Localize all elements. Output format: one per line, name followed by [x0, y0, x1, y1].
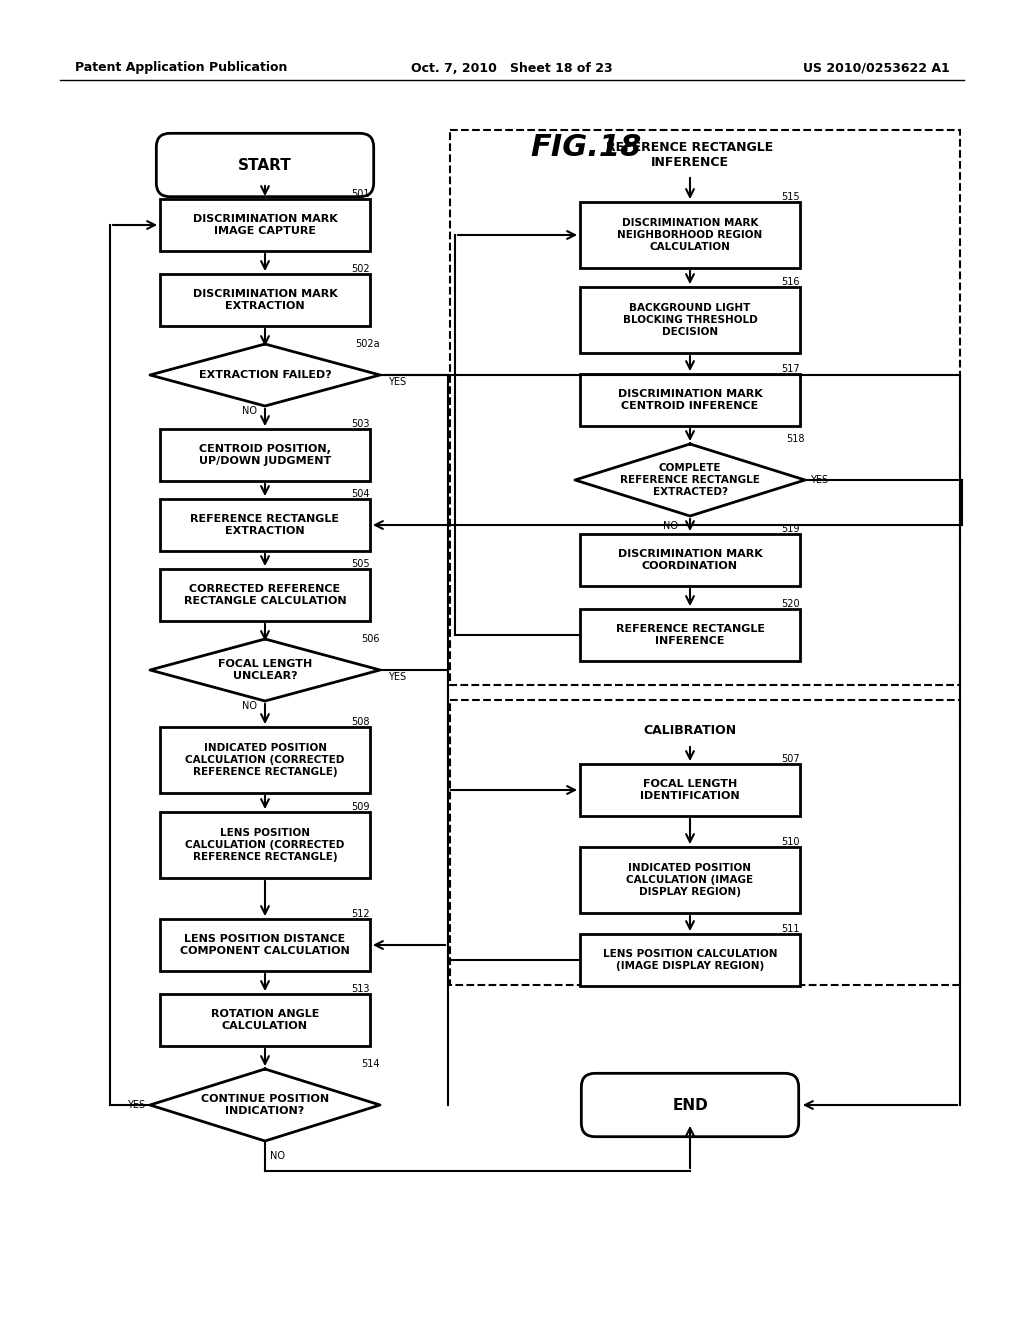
Bar [580, 202, 800, 268]
Text: Patent Application Publication: Patent Application Publication [75, 62, 288, 74]
Text: LENS POSITION CALCULATION
(IMAGE DISPLAY REGION): LENS POSITION CALCULATION (IMAGE DISPLAY… [603, 949, 777, 970]
Text: BACKGROUND LIGHT
BLOCKING THRESHOLD
DECISION: BACKGROUND LIGHT BLOCKING THRESHOLD DECI… [623, 304, 758, 337]
Text: ROTATION ANGLE
CALCULATION: ROTATION ANGLE CALCULATION [211, 1010, 319, 1031]
Text: 519: 519 [781, 524, 800, 535]
Text: NO: NO [270, 1151, 285, 1162]
Text: 505: 505 [351, 558, 370, 569]
Text: CALIBRATION: CALIBRATION [643, 723, 736, 737]
Text: DISCRIMINATION MARK
COORDINATION: DISCRIMINATION MARK COORDINATION [617, 549, 763, 570]
Text: START: START [239, 157, 292, 173]
Text: 504: 504 [351, 488, 370, 499]
Polygon shape [150, 639, 380, 701]
Bar [160, 569, 370, 620]
Bar [580, 286, 800, 352]
Text: 513: 513 [351, 983, 370, 994]
Text: DISCRIMINATION MARK
EXTRACTION: DISCRIMINATION MARK EXTRACTION [193, 289, 337, 310]
Text: 507: 507 [781, 754, 800, 764]
Text: 514: 514 [361, 1059, 380, 1069]
Text: 515: 515 [781, 191, 800, 202]
Text: YES: YES [127, 1100, 145, 1110]
Text: INDICATED POSITION
CALCULATION (IMAGE
DISPLAY REGION): INDICATED POSITION CALCULATION (IMAGE DI… [627, 863, 754, 896]
Text: LENS POSITION DISTANCE
COMPONENT CALCULATION: LENS POSITION DISTANCE COMPONENT CALCULA… [180, 935, 350, 956]
Text: 512: 512 [351, 909, 370, 919]
Text: 502a: 502a [355, 339, 380, 348]
Text: NO: NO [663, 521, 678, 531]
Bar [580, 609, 800, 661]
Bar [160, 994, 370, 1045]
Text: CORRECTED REFERENCE
RECTANGLE CALCULATION: CORRECTED REFERENCE RECTANGLE CALCULATIO… [183, 585, 346, 606]
Text: 506: 506 [361, 634, 380, 644]
Text: CONTINUE POSITION
INDICATION?: CONTINUE POSITION INDICATION? [201, 1094, 329, 1115]
Text: DISCRIMINATION MARK
CENTROID INFERENCE: DISCRIMINATION MARK CENTROID INFERENCE [617, 389, 763, 411]
Text: REFERENCE RECTANGLE
EXTRACTION: REFERENCE RECTANGLE EXTRACTION [190, 515, 340, 536]
Text: END: END [672, 1097, 708, 1113]
Text: 520: 520 [781, 599, 800, 609]
Text: 510: 510 [781, 837, 800, 847]
FancyBboxPatch shape [157, 133, 374, 197]
Text: YES: YES [810, 475, 828, 484]
Text: INDICATED POSITION
CALCULATION (CORRECTED
REFERENCE RECTANGLE): INDICATED POSITION CALCULATION (CORRECTE… [185, 743, 345, 776]
Text: 503: 503 [351, 418, 370, 429]
Text: NO: NO [242, 701, 257, 711]
Text: FOCAL LENGTH
UNCLEAR?: FOCAL LENGTH UNCLEAR? [218, 659, 312, 681]
Text: LENS POSITION
CALCULATION (CORRECTED
REFERENCE RECTANGLE): LENS POSITION CALCULATION (CORRECTED REF… [185, 829, 345, 862]
Polygon shape [150, 1069, 380, 1140]
Text: 509: 509 [351, 803, 370, 812]
Bar [450, 129, 961, 685]
Text: 501: 501 [351, 189, 370, 199]
Text: DISCRIMINATION MARK
NEIGHBORHOOD REGION
CALCULATION: DISCRIMINATION MARK NEIGHBORHOOD REGION … [617, 218, 763, 252]
Text: REFERENCE RECTANGLE
INFERENCE: REFERENCE RECTANGLE INFERENCE [615, 624, 765, 645]
Text: CENTROID POSITION,
UP/DOWN JUDGMENT: CENTROID POSITION, UP/DOWN JUDGMENT [199, 445, 331, 466]
Bar [160, 919, 370, 972]
Text: YES: YES [388, 672, 407, 682]
Text: 516: 516 [781, 277, 800, 286]
Bar [450, 700, 961, 985]
Bar [160, 429, 370, 480]
Bar [580, 374, 800, 426]
Bar [580, 764, 800, 816]
FancyBboxPatch shape [582, 1073, 799, 1137]
Bar [580, 535, 800, 586]
Bar [160, 812, 370, 878]
Text: EXTRACTION FAILED?: EXTRACTION FAILED? [199, 370, 332, 380]
Text: 502: 502 [351, 264, 370, 275]
Text: FIG.18: FIG.18 [530, 133, 641, 162]
Text: FOCAL LENGTH
IDENTIFICATION: FOCAL LENGTH IDENTIFICATION [640, 779, 739, 801]
Bar [580, 847, 800, 913]
Text: REFERENCE RECTANGLE
INFERENCE: REFERENCE RECTANGLE INFERENCE [606, 141, 773, 169]
Polygon shape [575, 444, 805, 516]
Text: 508: 508 [351, 717, 370, 727]
Polygon shape [150, 345, 380, 407]
Bar [160, 499, 370, 550]
Bar [160, 727, 370, 793]
Text: 511: 511 [781, 924, 800, 935]
Text: NO: NO [242, 407, 257, 416]
Text: COMPLETE
REFERENCE RECTANGLE
EXTRACTED?: COMPLETE REFERENCE RECTANGLE EXTRACTED? [621, 463, 760, 496]
Text: YES: YES [388, 378, 407, 387]
Text: 517: 517 [781, 364, 800, 374]
Text: Oct. 7, 2010   Sheet 18 of 23: Oct. 7, 2010 Sheet 18 of 23 [412, 62, 612, 74]
Text: DISCRIMINATION MARK
IMAGE CAPTURE: DISCRIMINATION MARK IMAGE CAPTURE [193, 214, 337, 236]
Bar [580, 935, 800, 986]
Text: US 2010/0253622 A1: US 2010/0253622 A1 [803, 62, 950, 74]
Bar [160, 199, 370, 251]
Bar [160, 275, 370, 326]
Text: 518: 518 [786, 434, 805, 444]
